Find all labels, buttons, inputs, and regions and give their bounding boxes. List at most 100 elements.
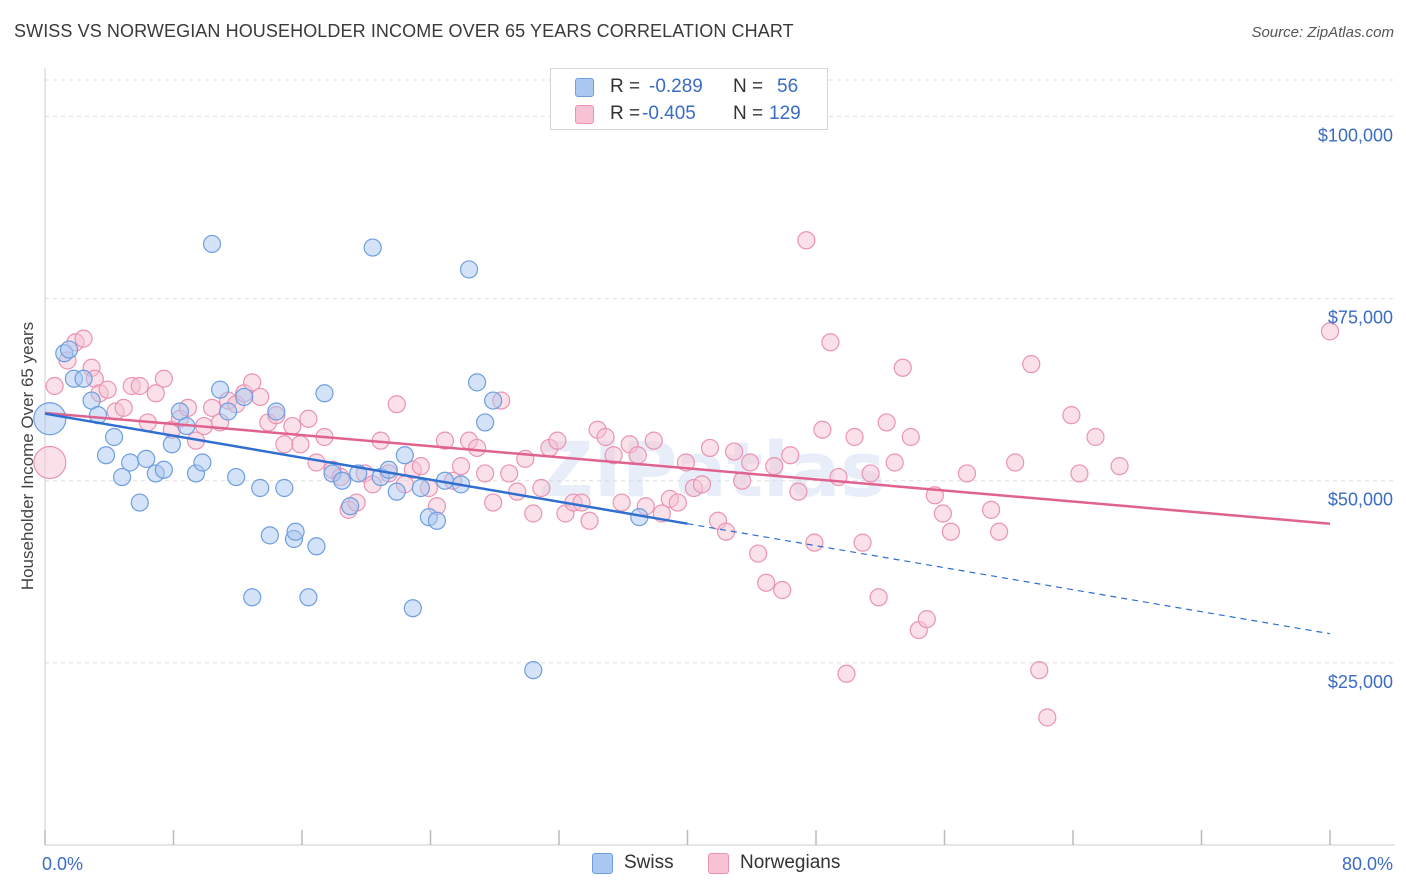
data-point — [275, 478, 294, 498]
data-point — [307, 453, 326, 472]
data-point — [251, 478, 270, 498]
swiss-swatch — [592, 853, 613, 874]
legend-row-norwegians: R = -0.405 N = 129 — [551, 100, 827, 128]
data-point — [765, 457, 784, 476]
data-point — [59, 340, 79, 359]
data-point — [773, 580, 792, 600]
trendlines — [44, 411, 1331, 635]
norwegians-swatch — [708, 853, 729, 874]
swiss-trendline-extension — [687, 523, 1331, 635]
data-point — [845, 427, 864, 447]
data-point — [484, 391, 503, 410]
data-point — [789, 482, 808, 501]
data-point — [130, 376, 149, 396]
swiss-trendline — [44, 412, 688, 525]
data-point — [644, 431, 663, 450]
data-point — [724, 442, 744, 461]
data-point — [435, 431, 455, 450]
data-point — [427, 511, 447, 530]
y-tick-label: $50,000 — [1328, 490, 1393, 510]
data-point — [291, 435, 310, 454]
data-point — [901, 427, 920, 447]
data-point — [403, 599, 422, 618]
n-label: N = — [733, 103, 764, 124]
source-label: Source: ZipAtlas.com — [1251, 24, 1394, 41]
data-point — [700, 438, 720, 458]
data-point — [821, 333, 840, 352]
data-point — [580, 511, 599, 530]
data-point — [112, 467, 132, 487]
swiss-points — [33, 234, 649, 680]
data-point — [137, 449, 156, 468]
data-point — [508, 482, 527, 501]
data-point — [885, 453, 904, 472]
data-point — [395, 446, 414, 465]
data-point — [235, 387, 254, 407]
data-point — [121, 453, 140, 472]
n-label: N = — [733, 76, 764, 97]
data-point — [114, 398, 133, 417]
data-point — [813, 420, 832, 439]
data-point — [1110, 457, 1129, 476]
data-point — [1086, 427, 1105, 447]
norwegians-trendline — [44, 411, 1331, 525]
data-point — [741, 453, 760, 472]
data-point — [797, 231, 816, 250]
data-point — [749, 544, 768, 563]
data-point — [861, 464, 880, 483]
data-point — [104, 427, 124, 447]
legend-label-swiss: Swiss — [624, 852, 674, 873]
swiss-n-value: 56 — [777, 76, 799, 97]
data-point — [484, 493, 503, 512]
data-point — [260, 526, 279, 545]
data-point — [45, 376, 64, 396]
legend-label-norwegians: Norwegians — [740, 852, 841, 873]
data-point — [781, 446, 800, 465]
data-point — [275, 435, 294, 454]
data-point — [74, 329, 93, 348]
data-point — [219, 402, 238, 421]
data-point — [941, 522, 961, 541]
data-point — [628, 446, 647, 465]
data-point — [33, 445, 67, 480]
data-point — [193, 453, 212, 472]
data-point — [467, 438, 487, 458]
data-point — [227, 467, 246, 487]
data-point — [411, 478, 430, 498]
data-point — [532, 478, 551, 498]
data-point — [524, 661, 543, 680]
data-point — [877, 413, 896, 432]
norwegians-n-value: 129 — [769, 103, 801, 124]
norwegians-swatch — [575, 105, 594, 124]
gridlines — [45, 79, 1395, 664]
data-point — [500, 464, 519, 483]
data-point — [333, 471, 352, 490]
data-point — [917, 610, 936, 629]
data-point — [315, 384, 334, 403]
data-point — [162, 435, 181, 454]
data-point — [33, 402, 67, 436]
data-point — [341, 497, 360, 516]
data-point — [853, 533, 872, 552]
data-point — [243, 588, 262, 607]
data-point — [467, 373, 487, 392]
data-point — [990, 522, 1009, 541]
data-point — [1070, 464, 1089, 483]
data-point — [837, 664, 856, 683]
data-point — [154, 460, 173, 479]
data-point — [524, 504, 543, 523]
data-point — [451, 457, 471, 476]
r-label: R = — [610, 76, 641, 97]
data-point — [869, 588, 888, 607]
data-point — [1022, 355, 1041, 374]
data-point — [387, 482, 406, 501]
chart-title: SWISS VS NORWEGIAN HOUSEHOLDER INCOME OV… — [14, 21, 794, 41]
swiss-swatch — [575, 78, 594, 97]
data-point — [267, 402, 286, 421]
x-tick-label: 0.0% — [42, 854, 83, 874]
data-point — [363, 238, 382, 257]
data-point — [411, 457, 430, 476]
data-point — [130, 493, 149, 512]
norwegians-r-value: -0.405 — [642, 103, 696, 124]
data-point — [210, 380, 230, 399]
